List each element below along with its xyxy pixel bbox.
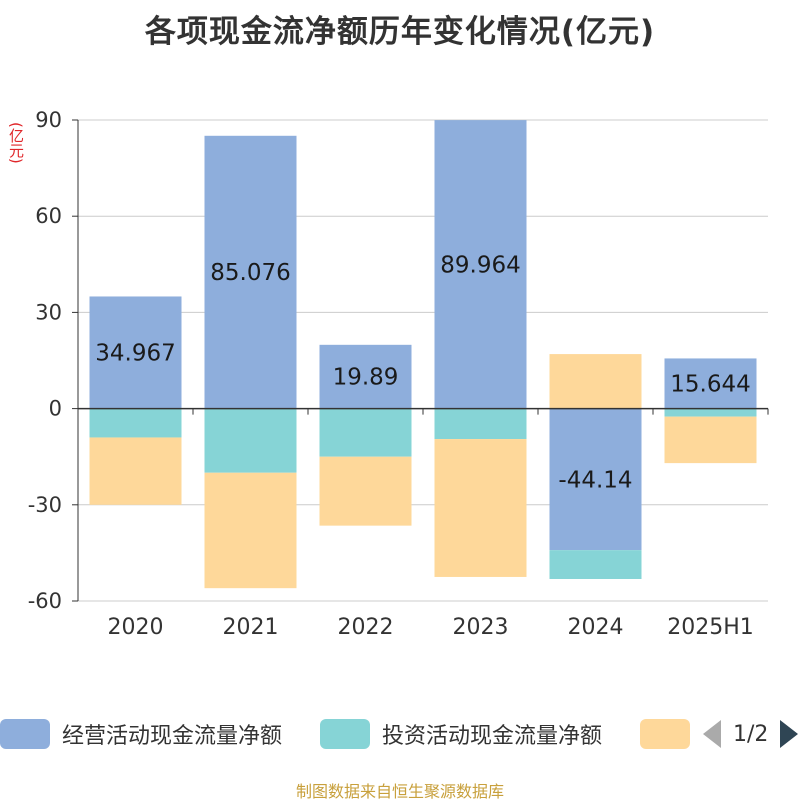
legend-item-operating[interactable]: 经营活动现金流量净额 <box>0 717 282 751</box>
bar-series1-2021[interactable] <box>204 135 297 409</box>
bar-series1-2023[interactable] <box>434 120 527 409</box>
legend-page-indicator: 1/2 <box>733 721 769 747</box>
y-tick-label: -30 <box>28 493 62 517</box>
bar-series1-2024[interactable] <box>549 408 642 551</box>
x-tick-label: 2020 <box>108 615 164 640</box>
legend-pager: 1/2 <box>703 717 799 751</box>
bar-series1-2020[interactable] <box>89 296 182 409</box>
data-label: 34.967 <box>95 341 175 367</box>
legend-next-icon[interactable] <box>780 720 799 748</box>
data-label: 15.644 <box>670 372 750 398</box>
bar-series3-2025H1[interactable] <box>664 416 757 464</box>
y-tick-label: 0 <box>49 397 62 421</box>
chart-title: 各项现金流净额历年变化情况(亿元) <box>144 14 656 50</box>
legend-swatch-operating <box>0 719 50 749</box>
legend-label-operating: 经营活动现金流量净额 <box>62 724 283 749</box>
bar-series2-2025H1[interactable] <box>664 408 757 417</box>
legend-item-investing[interactable]: 投资活动现金流量净额 <box>320 717 602 751</box>
y-axis-unit-label: (亿元) <box>7 122 25 164</box>
legend-item-third[interactable] <box>640 717 690 751</box>
x-tick-label: 2021 <box>223 615 279 640</box>
bar-series2-2021[interactable] <box>204 408 297 473</box>
y-tick-label: 60 <box>35 204 62 228</box>
legend-prev-icon[interactable] <box>703 720 721 748</box>
bar-series3-2024[interactable] <box>549 354 642 409</box>
bar-series1-2025H1[interactable] <box>664 358 757 409</box>
legend: 经营活动现金流量净额 投资活动现金流量净额 <box>0 717 800 753</box>
data-label: 85.076 <box>210 260 290 286</box>
x-tick-label: 2025H1 <box>667 615 754 640</box>
bar-series3-2022[interactable] <box>319 456 412 526</box>
x-tick-label: 2022 <box>338 615 394 640</box>
bar-series2-2020[interactable] <box>89 408 182 438</box>
bar-series2-2022[interactable] <box>319 408 412 457</box>
bar-series3-2021[interactable] <box>204 472 297 589</box>
bar-series2-2024[interactable] <box>549 550 642 580</box>
y-tick-label: 90 <box>35 108 62 132</box>
legend-label-investing: 投资活动现金流量净额 <box>382 724 603 749</box>
bar-series3-2023[interactable] <box>434 439 527 577</box>
y-tick-label: -60 <box>28 589 62 613</box>
data-label: 19.89 <box>333 365 399 391</box>
data-label: -44.14 <box>558 467 632 493</box>
data-label: 89.964 <box>440 252 520 278</box>
data-source-note: 制图数据来自恒生聚源数据库 <box>295 782 504 801</box>
legend-swatch-investing <box>320 719 370 749</box>
x-tick-label: 2023 <box>453 615 509 640</box>
y-tick-label: 30 <box>35 300 62 324</box>
bar-series3-2020[interactable] <box>89 437 182 505</box>
bar-series2-2023[interactable] <box>434 408 527 440</box>
legend-swatch-third <box>640 719 690 749</box>
x-tick-label: 2024 <box>568 615 624 640</box>
bar-series1-2022[interactable] <box>319 344 412 409</box>
